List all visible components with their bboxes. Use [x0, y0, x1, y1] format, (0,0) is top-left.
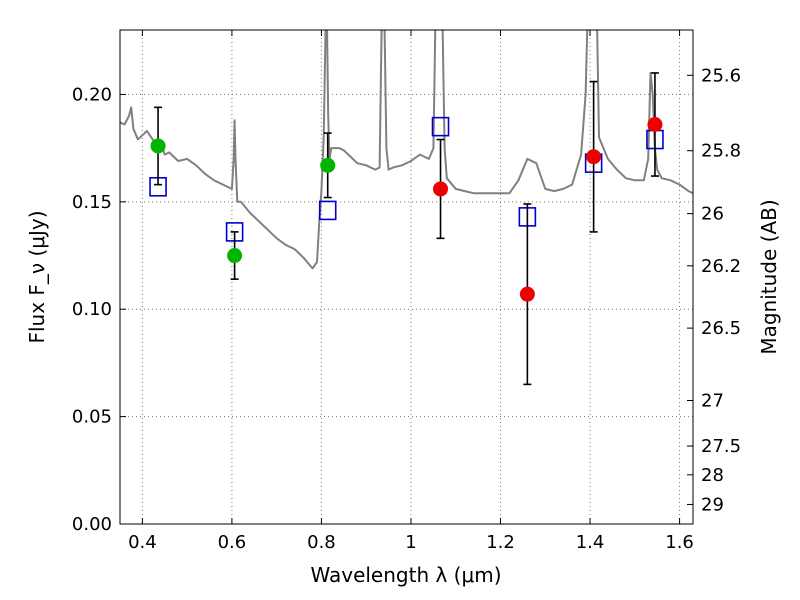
observed-optical-point: [150, 138, 166, 154]
x-axis-label: Wavelength λ (μm): [310, 563, 501, 587]
data-points-layer: [149, 72, 664, 386]
y2-tick-label: 26: [701, 204, 724, 225]
y2-tick-label: 27.5: [701, 436, 741, 457]
x-tick-label: 0.6: [218, 532, 247, 553]
y2-tick-label: 28: [701, 465, 724, 486]
y2-tick-label: 26.5: [701, 318, 741, 339]
x-tick-label: 1: [405, 532, 416, 553]
observed-nir-point: [433, 181, 449, 197]
grid-lines: [120, 30, 693, 525]
model-spectrum-layer: [120, 30, 693, 270]
observed-nir-point: [647, 117, 663, 133]
observed-nir-point: [586, 149, 602, 165]
x-tick-label: 0.4: [128, 532, 157, 553]
axis-ticks: 0.4 0.6 0.8 1 1.2 1.4 1.6 0.00 0.05 0.10 0.15 0.20 2…: [72, 30, 741, 553]
y-tick-label: 0.00: [72, 514, 112, 535]
y-tick-label: 0.20: [72, 84, 112, 105]
y2-tick-label: 29: [701, 494, 724, 515]
model-photometry-square: [318, 200, 337, 221]
y2-tick-label: 27: [701, 391, 724, 412]
model-spectrum-line: [120, 30, 693, 270]
observed-optical-point: [320, 157, 336, 173]
observed-optical-point: [227, 248, 243, 264]
y2-tick-label: 26.2: [701, 256, 741, 277]
y2-tick-label: 25.8: [701, 141, 741, 162]
y2-tick-label: 25.6: [701, 65, 741, 86]
y-tick-label: 0.15: [72, 192, 112, 213]
plot-frame: [119, 29, 694, 525]
x-tick-label: 1.6: [665, 532, 694, 553]
y2-axis-label: Magnitude (AB): [757, 199, 781, 354]
observed-nir-point: [519, 286, 535, 302]
x-tick-label: 1.4: [576, 532, 605, 553]
x-tick-label: 0.8: [307, 532, 336, 553]
y-tick-label: 0.05: [72, 407, 112, 428]
x-tick-label: 1.2: [486, 532, 515, 553]
model-photometry-square: [431, 116, 450, 137]
y-axis-label: Flux F_ν (μJy): [25, 210, 49, 343]
y-tick-label: 0.10: [72, 299, 112, 320]
